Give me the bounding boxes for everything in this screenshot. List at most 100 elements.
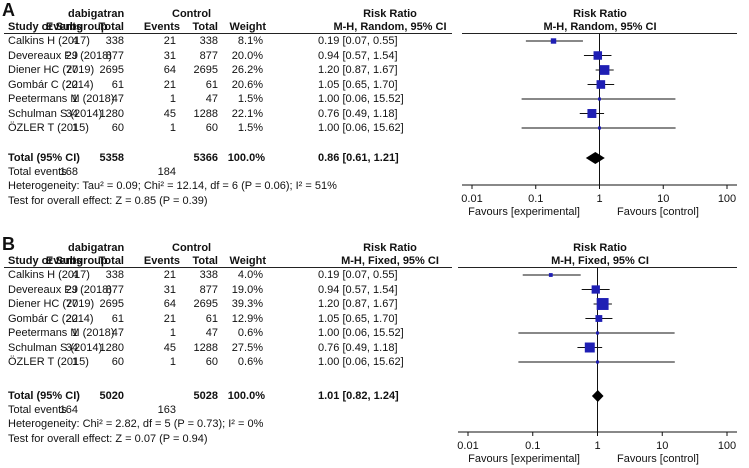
axis-tick-label: 10 [656,440,669,452]
events1-col-header: Events [45,255,82,267]
events2-col-header: Events [143,21,180,33]
study-ci: 0.76 [0.49, 1.18] [318,107,398,120]
study-weight: 1.5% [237,122,263,134]
study-name: Devereaux PJ (2018) [8,283,112,296]
study-total-treatment: 60 [111,122,124,134]
study-events-control: 1 [169,122,176,134]
total-treatment: 5358 [99,152,124,164]
study-weight: 1.5% [237,93,263,105]
point-estimate-square [595,315,603,322]
study-events-treatment: 29 [65,49,78,62]
study-name: Diener HC (2019) [8,298,95,310]
total-control: 5366 [193,152,218,164]
axis-tick-label: 10 [657,193,670,205]
total-ci: 0.86 [0.61, 1.21] [318,152,399,164]
group2-header: Control [172,8,212,20]
study-ci: 0.94 [0.57, 1.54] [318,283,398,296]
study-name: Schulman S (2014) [8,341,103,354]
study-ci: 1.05 [0.65, 1.70] [318,78,398,91]
total2-col-header: Total [192,21,218,33]
study-weight: 27.5% [231,341,263,354]
study-events-control: 31 [163,283,176,296]
axis-tick-label: 0.1 [528,193,544,205]
rr-title-left: Risk Ratio [363,8,417,20]
study-total-control: 47 [205,327,218,339]
study-total-control: 47 [205,93,218,105]
axis-tick-label: 0.1 [525,440,541,452]
study-name: Calkins H (2017) [8,35,90,47]
rr-title-right: Risk Ratio [573,8,627,20]
study-events-control: 21 [163,35,176,47]
point-estimate-square [598,126,601,130]
study-ci: 1.20 [0.87, 1.67] [318,64,398,76]
study-ci: 0.19 [0.07, 0.55] [318,269,398,281]
study-total-control: 2695 [193,298,218,310]
study-ci: 1.20 [0.87, 1.67] [318,298,398,310]
point-estimate-square [548,273,553,277]
study-total-treatment: 2695 [99,298,124,310]
group1-header: dabigatran [68,242,125,254]
point-estimate-square [550,38,557,44]
study-events-treatment: 29 [65,283,78,296]
point-estimate-square [587,109,597,118]
events-control: 163 [157,404,176,416]
favours-experimental: Favours [experimental] [468,453,580,465]
study-total-control: 338 [199,35,218,47]
heterogeneity-text: Heterogeneity: Tau² = 0.09; Chi² = 12.14… [8,180,337,192]
study-total-treatment: 47 [111,93,124,105]
study-weight: 39.3% [231,298,263,310]
header-rule-plot [458,267,737,268]
axis-tick-label: 0.01 [461,193,483,205]
study-events-control: 45 [163,341,176,354]
study-total-treatment: 1280 [99,107,124,120]
study-weight: 26.2% [231,64,263,76]
study-events-control: 64 [163,298,176,310]
point-estimate-square [599,65,610,75]
favours-experimental: Favours [experimental] [468,206,580,218]
study-total-control: 338 [199,269,218,281]
study-total-treatment: 61 [111,312,124,325]
study-total-treatment: 877 [105,283,124,296]
axis-tick-label: 100 [717,440,737,452]
rr-method-right: M-H, Random, 95% CI [543,21,657,33]
study-name: Peetermans M (2018) [8,327,115,339]
panel-label: B [2,234,15,254]
study-weight: 20.6% [231,78,263,91]
point-estimate-square [596,298,609,310]
study-events-treatment: 22 [65,78,78,91]
study-weight: 4.0% [237,269,263,281]
study-total-control: 60 [205,122,218,134]
study-events-control: 1 [169,356,176,368]
weight-col-header: Weight [229,255,266,267]
study-col-header: Study or Subgroup [8,255,108,267]
rr-method-right: M-H, Fixed, 95% CI [551,255,649,267]
axis-tick-label: 1 [594,440,601,452]
study-total-treatment: 60 [111,356,124,368]
point-estimate-square [596,80,606,89]
point-estimate-square [591,285,600,294]
pooled-diamond [585,152,605,164]
study-events-treatment: 1 [71,327,78,339]
events-treatment: 168 [59,166,78,178]
study-events-treatment: 77 [65,298,78,310]
study-name: Schulman S (2014) [8,107,103,120]
total-ci: 1.01 [0.82, 1.24] [318,390,399,402]
study-total-control: 60 [205,356,218,368]
study-events-treatment: 22 [65,312,78,325]
group2-header: Control [172,242,212,254]
header-rule [4,33,452,34]
weight-col-header: Weight [229,21,266,33]
pooled-diamond [591,390,604,402]
study-weight: 22.1% [231,107,263,120]
events-label: Total events [8,166,67,178]
events1-col-header: Events [45,21,82,33]
study-events-control: 1 [169,327,176,339]
study-total-control: 61 [205,78,218,91]
study-ci: 0.94 [0.57, 1.54] [318,49,398,62]
study-name: Gombár C (2014) [8,78,94,91]
favours-control: Favours [control] [617,206,699,218]
header-rule [4,267,452,268]
study-events-treatment: 77 [65,64,78,76]
axis-tick-label: 100 [717,193,737,205]
